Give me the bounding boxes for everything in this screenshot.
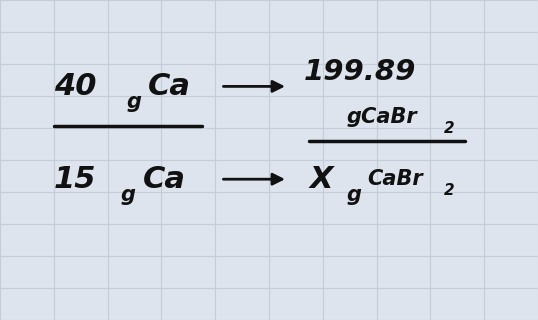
Text: gCaBr: gCaBr	[347, 107, 417, 127]
Text: Ca: Ca	[143, 165, 186, 194]
Text: 15: 15	[54, 165, 96, 194]
Text: 2: 2	[444, 121, 455, 135]
Text: CaBr: CaBr	[367, 169, 422, 189]
Text: g: g	[126, 92, 141, 112]
Text: 2: 2	[444, 183, 455, 198]
Text: g: g	[121, 185, 136, 205]
Text: 40: 40	[54, 72, 96, 101]
Text: Ca: Ca	[148, 72, 191, 101]
Text: 199.89: 199.89	[304, 58, 416, 86]
Text: g: g	[347, 185, 362, 205]
Text: X: X	[309, 165, 333, 194]
